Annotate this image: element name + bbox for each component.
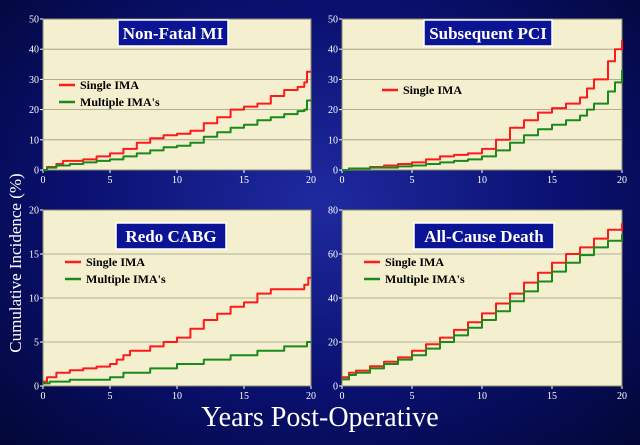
x-tick-label: 15 [547,175,557,186]
x-tick-label: 15 [239,391,249,402]
y-tick-label: 40 [29,45,39,56]
legend-entry: Single IMA [86,255,145,269]
x-tick-label: 20 [306,175,316,186]
legend-entry: Multiple IMA's [385,272,465,286]
x-tick-label: 5 [108,391,113,402]
x-tick-label: 10 [477,175,487,186]
x-tick-label: 0 [41,391,46,402]
panel-title-box [117,19,229,47]
y-tick-label: 40 [328,45,338,56]
y-tick-label: 10 [328,135,338,146]
y-tick-label: 10 [29,135,39,146]
legend-entry: Single IMA [403,83,462,97]
y-tick-label: 50 [328,15,338,26]
y-tick-label: 0 [34,382,39,393]
y-tick-label: 80 [328,206,338,217]
y-tick-label: 0 [333,166,338,177]
y-tick-label: 50 [29,15,39,26]
x-tick-label: 15 [547,391,557,402]
chart-panel-3: 0 5 10 15 20 0 5 10 15 20 Single IMA Multiple IMA's… [29,206,316,403]
x-tick-label: 5 [108,175,113,186]
series-line-single-ima [43,276,311,383]
legend-entry: Single IMA [80,78,139,92]
x-tick-label: 0 [340,175,345,186]
y-tick-label: 20 [328,338,338,349]
y-tick-label: 30 [29,75,39,86]
y-tick-label: 20 [29,206,39,217]
x-tick-label: 10 [477,391,487,402]
y-tick-label: 20 [328,105,338,116]
panel-title: Non-Fatal MI [123,24,224,43]
x-tick-label: 5 [410,391,415,402]
panel-title: All-Cause Death [424,227,544,246]
x-tick-label: 10 [172,175,182,186]
legend-entry: Single IMA [385,255,444,269]
panel-title: Subsequent PCI [429,24,547,43]
x-tick-label: 15 [239,175,249,186]
series-line-multiple-imas [43,99,311,171]
series-line-single-ima [43,70,311,171]
chart-panel-4: 0 20 40 60 80 0 5 10 15 20 Single IMA Multiple IMA'… [328,206,627,403]
y-tick-label: 10 [29,294,39,305]
y-tick-label: 0 [34,166,39,177]
series-line-multiple-imas [342,234,623,381]
series-line-multiple-imas [342,70,623,171]
y-tick-label: 20 [29,105,39,116]
series-line-multiple-imas [43,341,311,385]
panel-title-box [423,19,553,47]
y-axis-label: Cumulative Incidence (%) [6,173,25,353]
panel-title: Redo CABG [125,227,216,246]
chart-panel-2: 0 10 20 30 40 50 0 5 10 15 20 Single IMA Subsequent … [328,15,627,187]
x-tick-label: 0 [340,391,345,402]
panel-title-box [413,222,555,250]
legend-entry: Multiple IMA's [80,95,160,109]
x-tick-label: 10 [172,391,182,402]
y-tick-label: 0 [333,382,338,393]
y-tick-label: 15 [29,250,39,261]
panel-title-box [115,222,227,250]
x-tick-label: 0 [41,175,46,186]
x-tick-label: 20 [306,391,316,402]
x-tick-label: 20 [617,391,627,402]
y-tick-label: 60 [328,250,338,261]
x-tick-label: 5 [410,175,415,186]
series-line-single-ima [342,40,623,171]
legend-entry: Multiple IMA's [86,272,166,286]
chart-panel-1: 0 10 20 30 40 50 0 5 10 15 20 Single IMA Multiple IM… [29,15,316,187]
y-tick-label: 5 [34,338,39,349]
y-tick-label: 40 [328,294,338,305]
x-axis-label: Years Post-Operative [201,402,439,433]
y-tick-label: 30 [328,75,338,86]
x-tick-label: 20 [617,175,627,186]
